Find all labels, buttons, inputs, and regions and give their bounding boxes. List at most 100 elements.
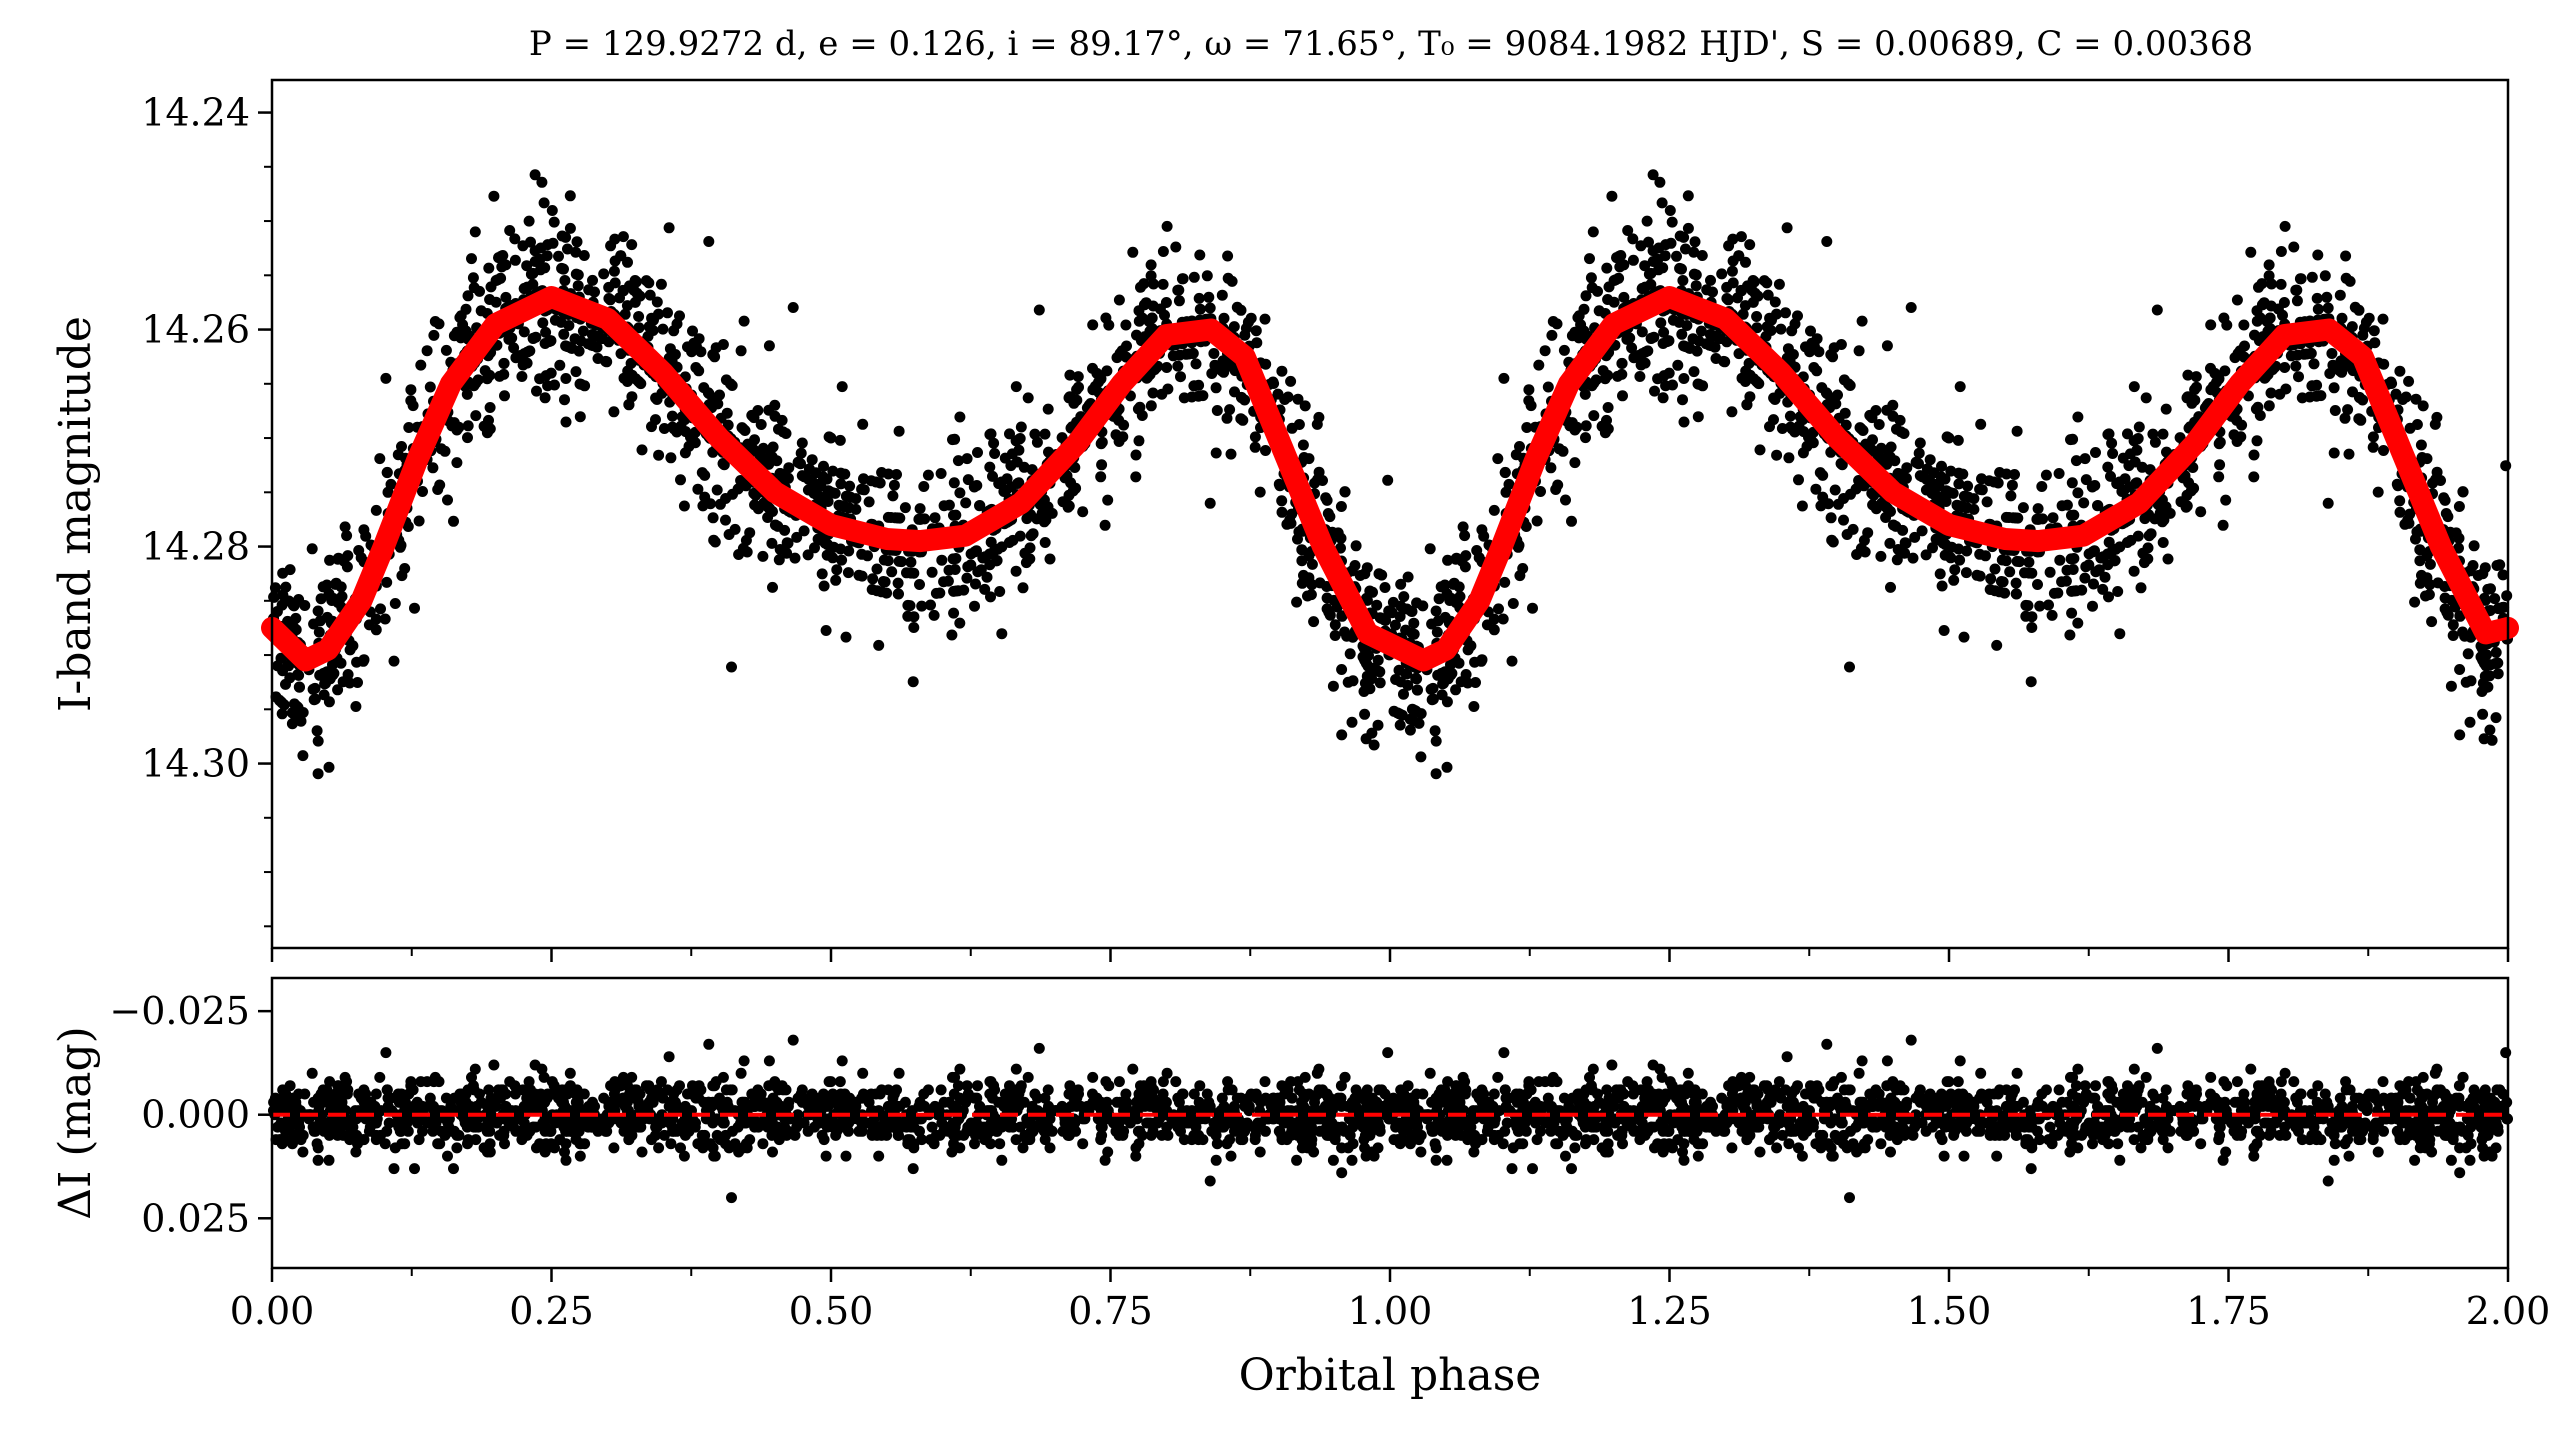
data-point xyxy=(2336,367,2347,378)
data-point xyxy=(342,550,353,561)
data-point xyxy=(1616,358,1627,369)
data-point xyxy=(837,381,848,392)
data-point xyxy=(2424,589,2435,600)
data-point xyxy=(565,223,576,234)
data-point xyxy=(2430,474,2441,485)
data-point xyxy=(2320,270,2331,281)
data-point xyxy=(1689,366,1700,377)
data-point xyxy=(494,371,505,382)
data-point xyxy=(720,493,731,504)
data-point xyxy=(2062,565,2073,576)
data-point xyxy=(1817,470,1828,481)
residual-point xyxy=(380,1047,391,1058)
data-point xyxy=(2341,273,2352,284)
data-point xyxy=(547,205,558,216)
data-point xyxy=(1935,568,1946,579)
data-point xyxy=(1867,434,1878,445)
data-point xyxy=(2043,600,2054,611)
data-point xyxy=(1203,292,1214,303)
data-point xyxy=(319,668,330,679)
data-point xyxy=(1161,362,1172,373)
data-point xyxy=(1793,474,1804,485)
data-point xyxy=(1414,718,1425,729)
data-point xyxy=(2329,448,2340,459)
data-point xyxy=(2001,512,2012,523)
data-point xyxy=(470,410,481,421)
data-point xyxy=(1601,263,1612,274)
data-point xyxy=(441,345,452,356)
data-point xyxy=(1977,484,1988,495)
data-point xyxy=(451,457,462,468)
data-point xyxy=(1936,461,1947,472)
data-point xyxy=(2205,363,2216,374)
data-point xyxy=(1646,268,1657,279)
data-point xyxy=(1336,729,1347,740)
data-point xyxy=(559,394,570,405)
data-point xyxy=(562,244,573,255)
data-point xyxy=(645,290,656,301)
data-point xyxy=(2311,380,2322,391)
data-point xyxy=(2165,508,2176,519)
data-point xyxy=(432,484,443,495)
data-point xyxy=(2276,246,2287,257)
data-point xyxy=(1721,293,1732,304)
data-point xyxy=(1324,511,1335,522)
data-point xyxy=(1375,677,1386,688)
data-point xyxy=(1375,612,1386,623)
data-point xyxy=(774,554,785,565)
data-point xyxy=(528,333,539,344)
data-point xyxy=(918,481,929,492)
data-point xyxy=(390,598,401,609)
data-point xyxy=(1572,312,1583,323)
data-point xyxy=(1782,222,1793,233)
data-point xyxy=(2041,470,2052,481)
data-point xyxy=(537,317,548,328)
data-point xyxy=(2295,273,2306,284)
data-point xyxy=(1554,443,1565,454)
data-point xyxy=(672,318,683,329)
data-point xyxy=(1398,591,1409,602)
data-point xyxy=(699,492,710,503)
data-point xyxy=(936,468,947,479)
data-point xyxy=(1287,423,1298,434)
residual-point xyxy=(739,1055,750,1066)
data-point xyxy=(1312,474,1323,485)
data-point xyxy=(1351,540,1362,551)
data-point xyxy=(1771,450,1782,461)
data-point xyxy=(1974,549,1985,560)
data-point xyxy=(1634,371,1645,382)
data-point xyxy=(498,358,509,369)
data-point xyxy=(1498,373,1509,384)
data-point xyxy=(2478,678,2489,689)
data-point xyxy=(1043,404,1054,415)
data-point xyxy=(1283,392,1294,403)
data-point xyxy=(902,600,913,611)
data-point xyxy=(946,630,957,641)
data-point xyxy=(972,447,983,458)
data-point xyxy=(1798,426,1809,437)
data-point xyxy=(2230,352,2241,363)
data-point xyxy=(1514,570,1525,581)
data-point xyxy=(1114,436,1125,447)
data-point xyxy=(2056,576,2067,587)
data-point xyxy=(1147,313,1158,324)
data-point xyxy=(1026,530,1037,541)
residual-point xyxy=(2232,1076,2243,1087)
data-point xyxy=(1546,330,1557,341)
data-point xyxy=(2238,320,2249,331)
data-point xyxy=(1388,597,1399,608)
data-point xyxy=(1666,238,1677,249)
data-point xyxy=(312,725,323,736)
data-point xyxy=(791,532,802,543)
data-point xyxy=(1646,333,1657,344)
data-point xyxy=(2277,310,2288,321)
residual-point xyxy=(1683,1068,1694,1079)
data-point xyxy=(656,279,667,290)
data-point xyxy=(1395,579,1406,590)
data-point xyxy=(1426,684,1437,695)
data-point xyxy=(1274,480,1285,491)
data-point xyxy=(1929,489,1940,500)
data-point xyxy=(528,268,539,279)
data-point xyxy=(2280,221,2291,232)
data-point xyxy=(1697,380,1708,391)
